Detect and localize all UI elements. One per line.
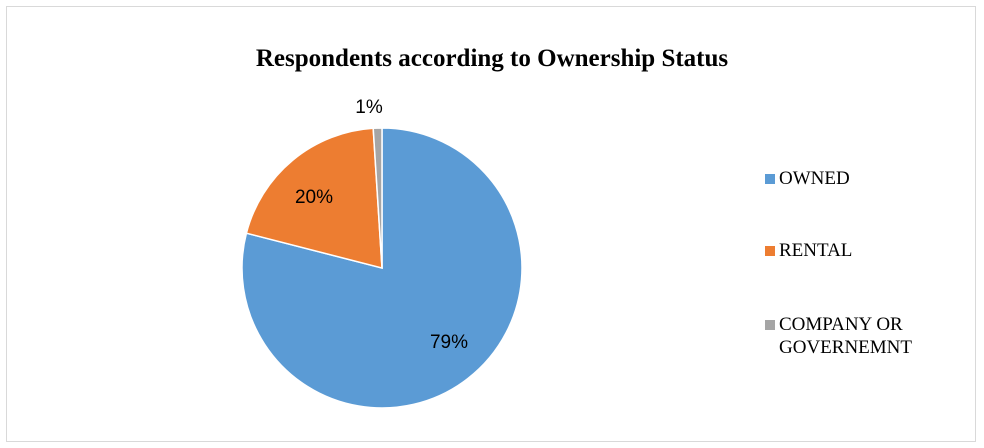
legend-swatch: [765, 174, 775, 184]
pie-slice-company-or-governemnt: [372, 127, 383, 269]
data-label-rental: 20%: [295, 187, 333, 208]
legend-swatch: [765, 246, 775, 256]
pie-chart: 79% 20% 1%: [241, 97, 523, 409]
pie-slice-rental: [245, 127, 383, 269]
legend-label: RENTAL: [779, 240, 853, 261]
legend-label: COMPANY OR: [779, 314, 903, 335]
legend-label: OWNED: [779, 168, 850, 189]
chart-frame: Respondents according to Ownership Statu…: [6, 6, 976, 442]
legend-swatch: [765, 320, 775, 330]
data-label-owned: 79%: [430, 332, 468, 353]
legend-label: GOVERNEMNT: [779, 337, 912, 358]
data-label-company-or-governemnt: 1%: [355, 97, 383, 118]
chart-title: Respondents according to Ownership Statu…: [255, 45, 729, 72]
